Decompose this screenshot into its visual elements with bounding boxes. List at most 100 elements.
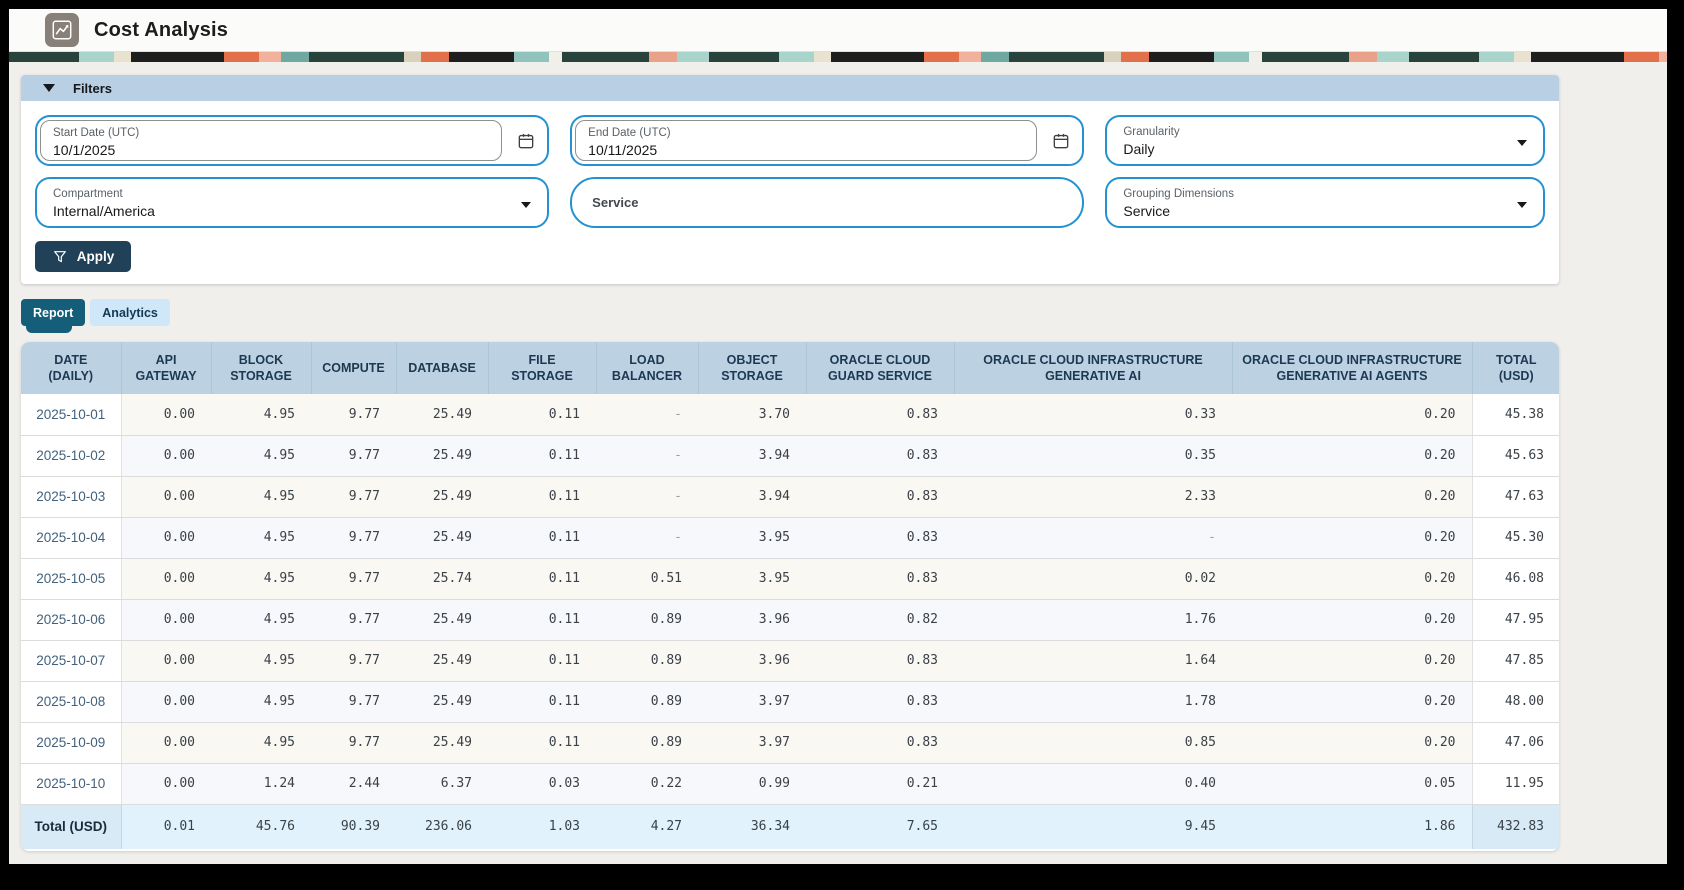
total-value-cell: 36.34 [698,803,806,849]
value-cell: 0.83 [806,681,954,723]
table-row: 2025-10-06 0.00 4.95 9.77 25.49 0.11 0.89 3.96 0… [21,599,1559,641]
value-cell: 0.83 [806,558,954,600]
table-row: 2025-10-10 0.00 1.24 2.44 6.37 0.03 0.22 0.99 0.… [21,763,1559,805]
apply-button[interactable]: Apply [35,241,131,272]
value-cell: 4.95 [211,640,311,682]
column-header: DATE (DAILY) [21,342,122,394]
grand-total-cell: 432.83 [1471,803,1559,849]
value-cell: 0.20 [1232,394,1472,436]
value-cell: 9.77 [311,558,396,600]
date-link[interactable]: 2025-10-04 [21,517,122,559]
compartment-value: Internal/America [53,203,155,219]
column-header: FILE STORAGE [488,342,597,394]
value-cell: 0.00 [121,599,211,641]
value-cell: 9.77 [311,599,396,641]
column-header: BLOCK STORAGE [211,342,312,394]
value-cell: 0.20 [1232,476,1472,518]
value-cell: 0.89 [596,640,698,682]
start-date-field[interactable]: Start Date (UTC) 10/1/2025 [35,115,550,166]
filters-collapse-header[interactable]: Filters [21,75,1559,101]
value-cell: 0.11 [488,558,596,600]
date-link[interactable]: 2025-10-06 [21,599,122,641]
tab-report[interactable]: Report [21,299,86,333]
date-link[interactable]: 2025-10-07 [21,640,122,682]
value-cell: 0.00 [121,517,211,559]
chevron-down-icon [1516,202,1527,208]
value-cell: 4.95 [211,476,311,518]
decorative-pattern-strip [9,52,1667,62]
date-link[interactable]: 2025-10-09 [21,722,122,764]
start-date-input[interactable]: Start Date (UTC) 10/1/2025 [40,120,503,161]
value-cell: 25.74 [396,558,488,600]
column-header: COMPUTE [311,342,397,394]
tab-analytics[interactable]: Analytics [90,299,170,326]
value-cell: 4.95 [211,558,311,600]
cost-analysis-chart-icon [45,13,79,47]
filters-body: Start Date (UTC) 10/1/2025 [21,101,1559,284]
date-link[interactable]: 2025-10-10 [21,763,122,805]
chevron-down-icon [521,202,532,208]
table-row: 2025-10-03 0.00 4.95 9.77 25.49 0.11-3.94 0.83… [21,476,1559,518]
value-cell: 2.44 [311,763,396,805]
date-link[interactable]: 2025-10-02 [21,435,122,477]
date-link[interactable]: 2025-10-03 [21,476,122,518]
value-cell: 0.11 [488,599,596,641]
row-total-cell: 48.00 [1471,681,1559,723]
date-link[interactable]: 2025-10-05 [21,558,122,600]
service-input[interactable]: Service [570,177,1085,228]
row-total-cell: 45.30 [1471,517,1559,559]
value-cell: 0.11 [488,640,596,682]
row-total-cell: 45.63 [1471,435,1559,477]
value-cell: 0.20 [1232,599,1472,641]
value-cell: 0.35 [954,435,1232,477]
value-cell: 25.49 [396,640,488,682]
value-cell: 0.20 [1232,517,1472,559]
value-cell: 4.95 [211,722,311,764]
value-cell: 0.00 [121,476,211,518]
end-date-calendar-button[interactable] [1040,117,1082,164]
end-date-input[interactable]: End Date (UTC) 10/11/2025 [575,120,1038,161]
collapse-triangle-icon [43,84,55,92]
value-cell: 0.22 [596,763,698,805]
table-row: 2025-10-07 0.00 4.95 9.77 25.49 0.11 0.89 3.96 0… [21,640,1559,682]
total-value-cell: 1.86 [1232,803,1472,849]
value-cell: 25.49 [396,681,488,723]
value-cell: 9.77 [311,476,396,518]
granularity-label: Granularity [1123,126,1180,138]
total-row: Total (USD) 0.01 45.76 90.39 236.06 1.03 4.27 3… [21,803,1559,849]
column-header: ORACLE CLOUD INFRASTRUCTURE GENERATIVE A… [954,342,1233,394]
table-row: 2025-10-02 0.00 4.95 9.77 25.49 0.11-3.94 0.83… [21,435,1559,477]
value-cell: 25.49 [396,394,488,436]
value-cell: - [596,517,698,559]
grouping-dimensions-select[interactable]: Grouping Dimensions Service [1105,177,1545,228]
value-cell: 9.77 [311,394,396,436]
value-cell: 3.94 [698,435,806,477]
value-cell: 1.24 [211,763,311,805]
end-date-value: 10/11/2025 [588,142,658,158]
value-cell: 3.95 [698,517,806,559]
compartment-select[interactable]: Compartment Internal/America [35,177,550,228]
value-cell: 4.95 [211,599,311,641]
value-cell: 4.95 [211,517,311,559]
value-cell: - [596,394,698,436]
total-value-cell: 45.76 [211,803,311,849]
end-date-field[interactable]: End Date (UTC) 10/11/2025 [570,115,1085,166]
granularity-select[interactable]: Granularity Daily [1105,115,1545,166]
value-cell: 0.00 [121,640,211,682]
value-cell: 25.49 [396,517,488,559]
value-cell: - [954,517,1232,559]
filters-title: Filters [73,80,113,96]
value-cell: 3.96 [698,640,806,682]
calendar-icon [1054,133,1069,148]
date-link[interactable]: 2025-10-01 [21,394,122,436]
date-link[interactable]: 2025-10-08 [21,681,122,723]
column-header: API GATEWAY [121,342,212,394]
value-cell: 0.11 [488,681,596,723]
start-date-calendar-button[interactable] [505,117,547,164]
value-cell: 6.37 [396,763,488,805]
value-cell: 9.77 [311,435,396,477]
value-cell: 1.78 [954,681,1232,723]
value-cell: 25.49 [396,722,488,764]
value-cell: 0.20 [1232,435,1472,477]
